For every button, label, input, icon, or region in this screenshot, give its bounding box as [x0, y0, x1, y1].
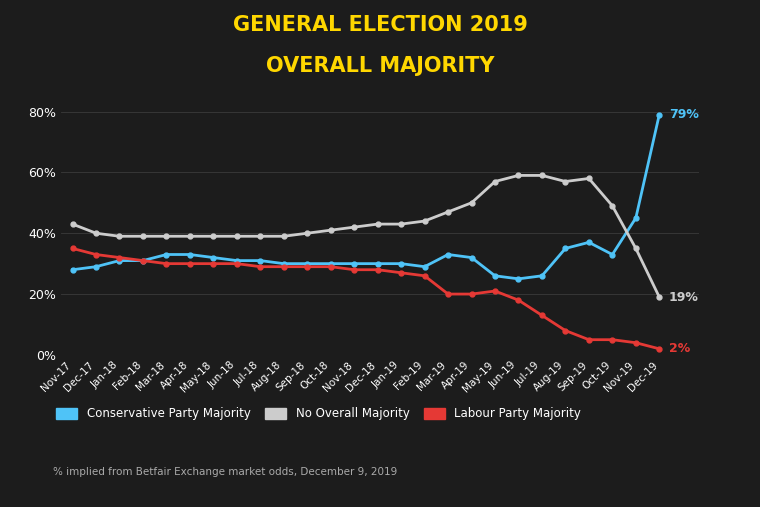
Legend: Conservative Party Majority, No Overall Majority, Labour Party Majority: Conservative Party Majority, No Overall …	[52, 403, 586, 425]
Text: % implied from Betfair Exchange market odds, December 9, 2019: % implied from Betfair Exchange market o…	[53, 466, 397, 477]
Text: 79%: 79%	[669, 108, 698, 121]
Text: 19%: 19%	[669, 291, 698, 304]
Text: OVERALL MAJORITY: OVERALL MAJORITY	[266, 56, 494, 76]
Text: 2%: 2%	[669, 342, 690, 355]
Text: GENERAL ELECTION 2019: GENERAL ELECTION 2019	[233, 15, 527, 35]
